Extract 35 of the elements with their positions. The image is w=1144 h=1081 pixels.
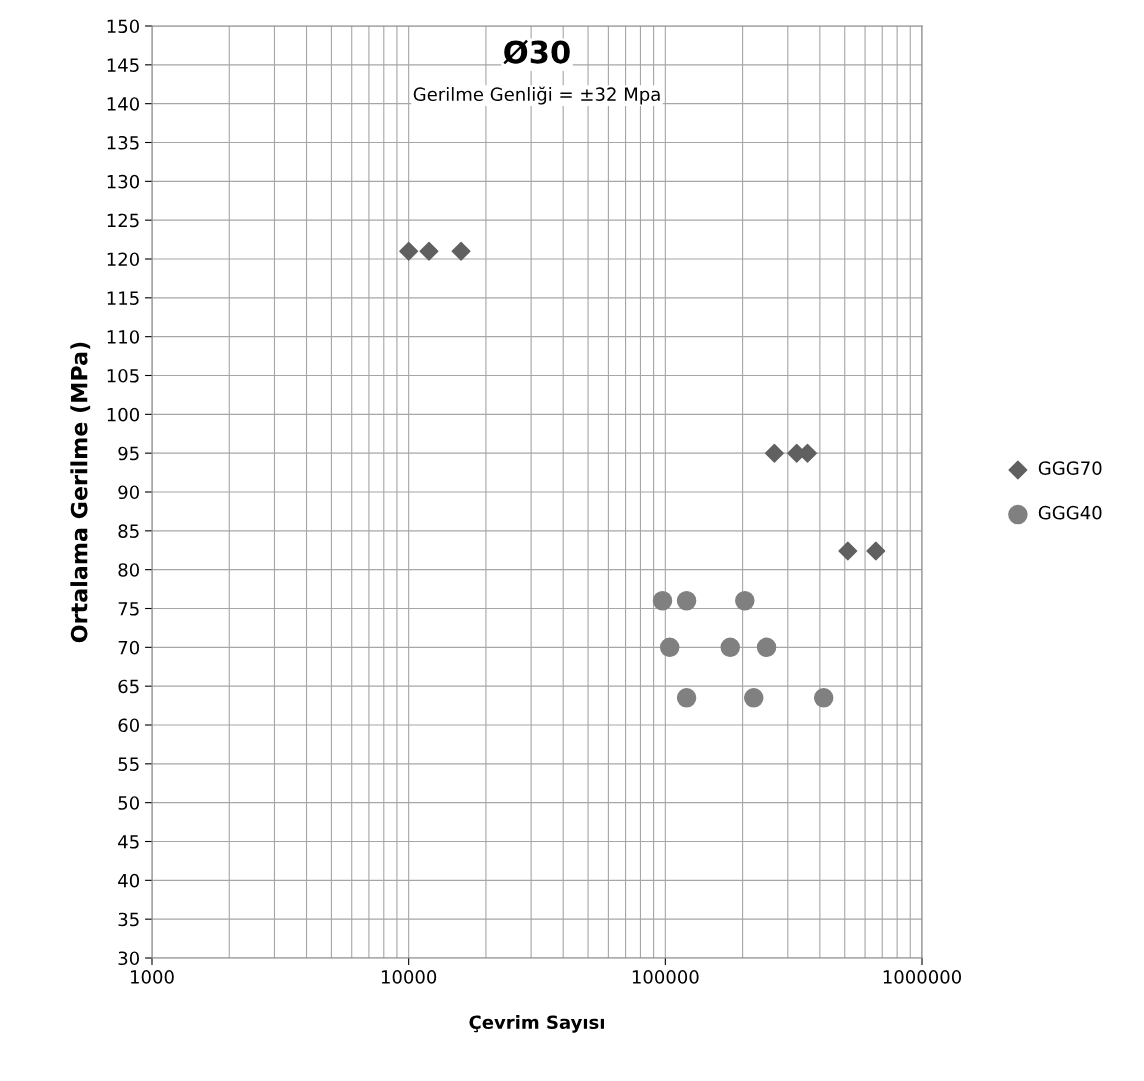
legend-label: GGG70 xyxy=(1038,461,1102,475)
y-tick-label: 60 xyxy=(118,718,139,733)
y-tick-label: 75 xyxy=(118,602,139,616)
y-axis-title: Ortalama Gerilme (MPa) xyxy=(70,342,91,643)
x-axis-title: Çevrim Sayısı xyxy=(469,1015,604,1033)
y-tick-label: 130 xyxy=(107,174,139,189)
y-tick-label: 55 xyxy=(118,757,139,771)
y-tick-label: 120 xyxy=(107,252,139,267)
x-tick-label: 1000 xyxy=(131,970,174,984)
y-tick-label: 150 xyxy=(107,19,139,34)
y-tick-label: 85 xyxy=(118,524,139,538)
x-tick-label: 100000 xyxy=(632,970,699,984)
y-tick-label: 35 xyxy=(118,912,139,927)
y-tick-label: 30 xyxy=(118,951,139,966)
y-tick-label: 110 xyxy=(107,330,139,344)
text: Gerilme Genliği = ±32 Mpa xyxy=(413,86,660,105)
y-tick-label: 80 xyxy=(118,563,139,577)
y-tick-label: 145 xyxy=(107,58,139,72)
chart-title: Ø30 xyxy=(503,39,570,65)
y-tick-label: 50 xyxy=(118,796,139,810)
y-tick-label: 70 xyxy=(118,640,139,655)
y-tick-label: 140 xyxy=(107,97,139,111)
legend-label: GGG40 xyxy=(1038,505,1102,520)
x-tick-label: 1000000 xyxy=(883,970,962,984)
y-tick-label: 115 xyxy=(107,291,139,305)
y-tick-label: 65 xyxy=(118,679,139,694)
y-tick-label: 40 xyxy=(118,873,139,888)
y-tick-label: 45 xyxy=(118,835,139,849)
y-tick-label: 135 xyxy=(107,135,139,150)
y-tick-label: 105 xyxy=(107,368,139,383)
x-tick-label: 10000 xyxy=(381,970,437,984)
y-tick-label: 95 xyxy=(118,446,139,461)
y-tick-label: 125 xyxy=(107,213,139,228)
y-tick-label: 90 xyxy=(118,485,139,500)
y-tick-label: 100 xyxy=(107,407,139,422)
